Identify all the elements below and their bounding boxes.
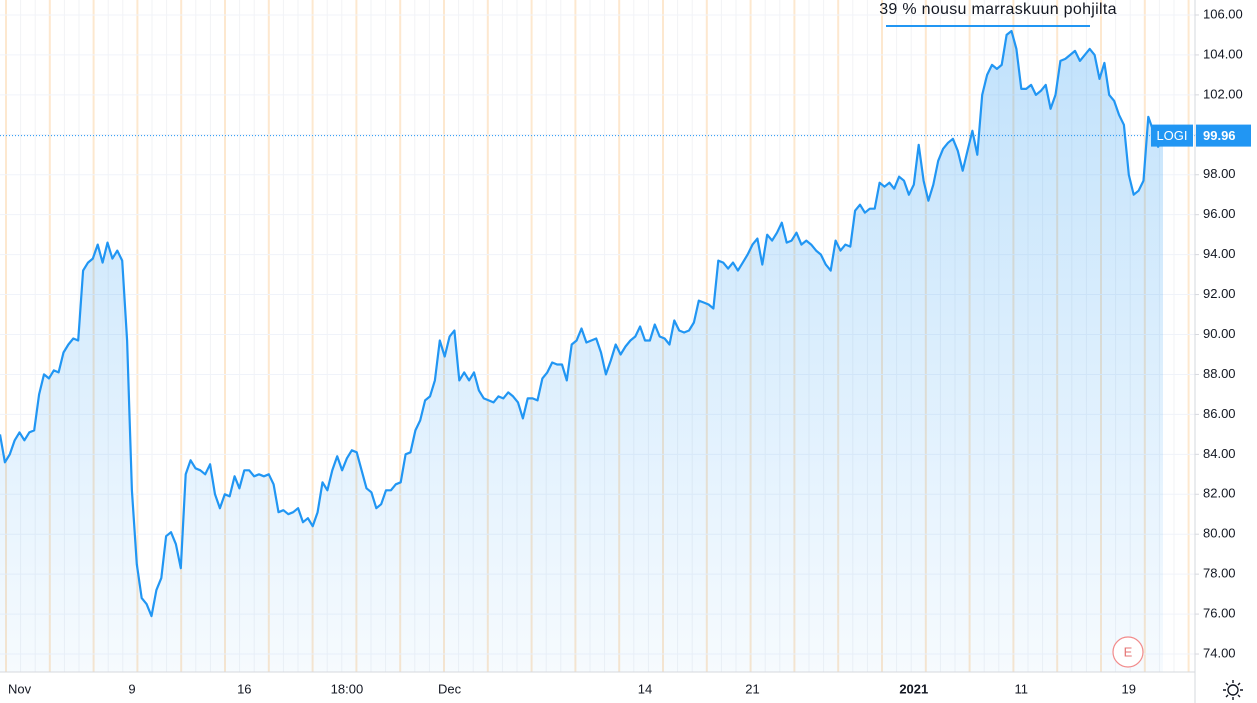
last-price-label: 99.96: [1203, 128, 1236, 143]
y-tick-label: 74.00: [1203, 645, 1236, 660]
annotation-text: 39 % nousu marraskuun pohjilta: [879, 1, 1117, 18]
y-tick-label: 102.00: [1203, 86, 1243, 101]
series-name-tag: [1151, 124, 1193, 147]
y-tick-label: 80.00: [1203, 526, 1236, 541]
x-tick-label: 21: [745, 681, 759, 696]
y-tick-label: 96.00: [1203, 206, 1236, 221]
event-label: E: [1124, 644, 1133, 659]
x-tick-label: 2021: [899, 681, 928, 696]
x-tick-label: 16: [237, 681, 251, 696]
x-tick-label: 19: [1122, 681, 1136, 696]
y-tick-label: 106.00: [1203, 6, 1243, 21]
area-fill: [0, 31, 1163, 672]
x-tick-label: Dec: [438, 681, 462, 696]
event-marker[interactable]: [1112, 636, 1144, 668]
y-tick-label: 90.00: [1203, 326, 1236, 341]
y-tick-label: 78.00: [1203, 566, 1236, 581]
settings-icon-rays: [1223, 680, 1243, 700]
y-tick-label: 76.00: [1203, 606, 1236, 621]
x-tick-label: 9: [128, 681, 135, 696]
last-price-tag: [1196, 124, 1251, 147]
y-tick-label: 86.00: [1203, 406, 1236, 421]
plot: [0, 29, 1195, 672]
y-tick-label: 94.00: [1203, 246, 1236, 261]
settings-icon[interactable]: [1223, 680, 1243, 700]
y-tick-label: 88.00: [1203, 366, 1236, 381]
y-tick-label: 98.00: [1203, 166, 1236, 181]
y-tick-label: 92.00: [1203, 286, 1236, 301]
x-tick-label: 14: [638, 681, 652, 696]
y-tick-label: 104.00: [1203, 46, 1243, 61]
x-tick-label: Nov: [8, 681, 32, 696]
x-tick-label: 11: [1015, 681, 1029, 696]
series-name: LOGI: [1156, 128, 1187, 143]
y-tick-label: 84.00: [1203, 446, 1236, 461]
y-tick-label: 82.00: [1203, 486, 1236, 501]
settings-icon-circle: [1227, 684, 1239, 696]
x-tick-label: 18:00: [331, 681, 364, 696]
price-line: [0, 29, 1165, 618]
